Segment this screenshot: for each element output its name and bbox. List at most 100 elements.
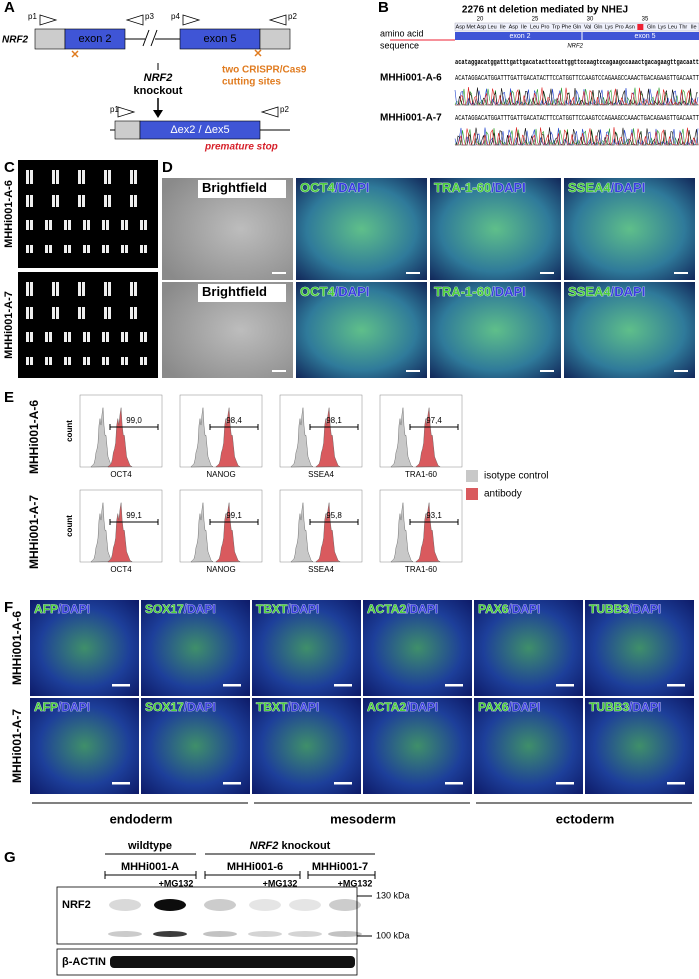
chromosome (30, 220, 33, 230)
row-label: MHHi001-A-6 (10, 611, 24, 685)
percentage: 99,1 (126, 511, 142, 520)
label-part: / (287, 602, 291, 616)
scale-bar (540, 272, 554, 274)
scale-bar (540, 370, 554, 372)
marker-label: OCT4 (110, 470, 132, 479)
chromosome (106, 332, 109, 342)
stop-codon (637, 24, 644, 30)
chromosome (121, 332, 124, 342)
cell-line: MHHi001-7 (312, 861, 368, 873)
chromosome (125, 220, 128, 230)
label-part: TRA-1-60 (434, 180, 491, 195)
marker-label: OCT4 (110, 565, 132, 574)
chromosome (144, 332, 147, 342)
chromosome (140, 332, 143, 342)
chromosome (134, 195, 137, 207)
chromosome (108, 307, 111, 319)
chromosome (30, 357, 33, 365)
label-part: TBXT (256, 602, 288, 616)
label-part: NRF2 (250, 840, 279, 852)
chromosome (121, 220, 124, 230)
chromosome (52, 195, 55, 207)
chromosome (102, 332, 105, 342)
stain-label: SSEA4/DAPI (568, 180, 645, 195)
knockout-label: knockout (134, 85, 183, 97)
scale-bar (112, 782, 130, 785)
primer-arrow (117, 106, 136, 118)
residue: Asp (509, 24, 518, 30)
stain-label: SOX17/DAPI (145, 700, 216, 714)
stain-label: SOX17/DAPI (145, 602, 216, 616)
micrograph (363, 600, 472, 696)
aa-position: 20 (477, 17, 484, 23)
chromosome (56, 282, 59, 296)
label-part: / (335, 180, 339, 195)
chromosome (49, 220, 52, 230)
chromosome (144, 220, 147, 230)
utr (259, 28, 291, 50)
chromosome (102, 357, 105, 365)
exon-label: exon 5 (634, 33, 655, 40)
chromosome (78, 195, 81, 207)
label-part: / (508, 602, 512, 616)
deletion-label: Δex2 / Δex5 (170, 124, 229, 136)
primer-arrow (125, 14, 144, 26)
primer-label: p1 (28, 12, 37, 21)
scale-bar (272, 370, 286, 372)
legend-label: isotype control (484, 471, 548, 482)
chromosome (106, 357, 109, 365)
scale-bar (406, 370, 420, 372)
chromosome (26, 282, 29, 296)
stain-label: ACTA2/DAPI (367, 602, 438, 616)
label-part: TRA-1-60 (434, 284, 491, 299)
antibody-peak (215, 502, 241, 563)
label-part: AFP (34, 700, 58, 714)
panel-label: D (162, 159, 173, 176)
chromosome (82, 195, 85, 207)
label-part: DAPI (338, 284, 369, 299)
chromosome (30, 332, 33, 342)
residue: Pro (541, 24, 550, 30)
chromosome (125, 332, 128, 342)
label-part: DAPI (632, 602, 661, 616)
marker-label: SSEA4 (308, 565, 334, 574)
band (249, 899, 281, 911)
marker-label: TRA1-60 (405, 470, 438, 479)
stain-label: PAX6/DAPI (478, 700, 540, 714)
primer-arrow (268, 14, 287, 26)
band (204, 899, 236, 911)
exon-label: exon 5 (203, 33, 236, 45)
aa-position: 35 (642, 17, 649, 23)
label-part: DAPI (61, 602, 90, 616)
chromosome (108, 170, 111, 184)
chromosome (104, 282, 107, 296)
chromosome (130, 307, 133, 319)
chromosome (56, 307, 59, 319)
band (329, 899, 361, 911)
label-part: DAPI (291, 602, 320, 616)
chromosome (26, 245, 29, 253)
marker-label: SSEA4 (308, 470, 334, 479)
label-part: TBXT (256, 700, 288, 714)
chromosome (144, 357, 147, 365)
isotype-peak (90, 502, 114, 563)
label-part: DAPI (187, 602, 216, 616)
arrow-head (153, 110, 163, 118)
micrograph (585, 600, 694, 696)
chromosome (49, 245, 52, 253)
residue: Trp (552, 24, 560, 30)
stain-label: ACTA2/DAPI (367, 700, 438, 714)
antibody-peak (315, 502, 341, 563)
residue: Val (584, 24, 592, 30)
residue: Pro (615, 24, 624, 30)
label-part: AFP (34, 602, 58, 616)
chromosome (78, 282, 81, 296)
band (328, 931, 362, 937)
germ-layer: mesoderm (330, 811, 396, 826)
chromosome (26, 332, 29, 342)
band (154, 899, 186, 911)
chromosome (125, 357, 128, 365)
stain-label: TRA-1-60/DAPI (434, 284, 526, 299)
label-part: TUBB3 (589, 602, 629, 616)
label-part: / (58, 700, 62, 714)
